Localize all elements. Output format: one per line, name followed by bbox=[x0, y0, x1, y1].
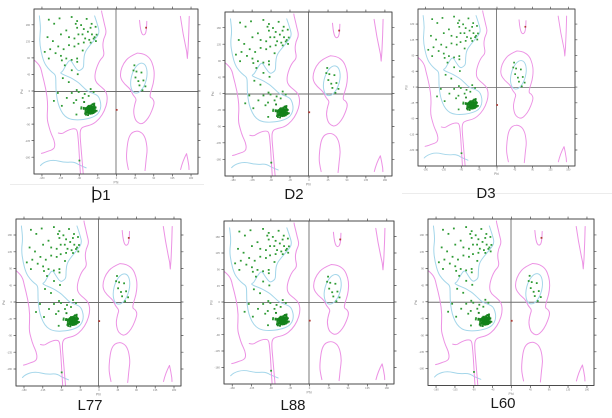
svg-text:L60: L60 bbox=[490, 395, 515, 412]
svg-text:L77: L77 bbox=[77, 397, 102, 414]
svg-text:D1: D1 bbox=[91, 187, 110, 204]
svg-text:D3: D3 bbox=[476, 185, 495, 202]
svg-text:L88: L88 bbox=[280, 397, 305, 414]
svg-text:D2: D2 bbox=[284, 186, 303, 203]
